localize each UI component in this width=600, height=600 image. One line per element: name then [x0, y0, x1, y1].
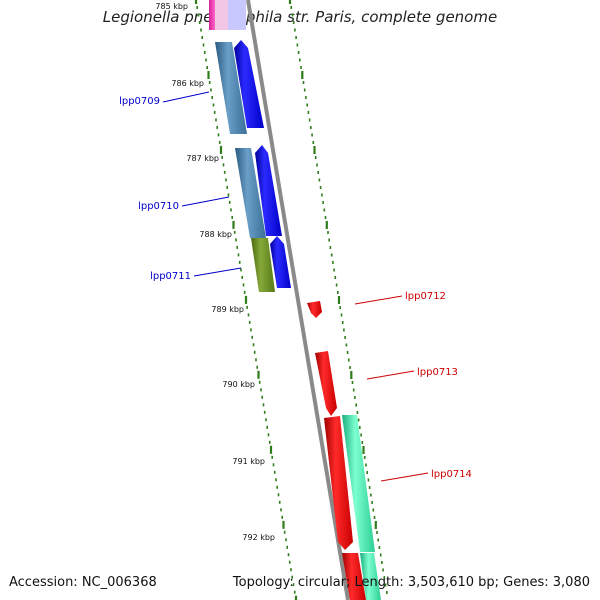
gene-lpp0710[interactable]: [255, 145, 282, 236]
gene-lpp0714[interactable]: [324, 416, 353, 550]
label-leader-lpp0709: [162, 91, 210, 103]
label-leader-lpp0710: [181, 196, 230, 207]
gene-bottom-red[interactable]: [342, 553, 366, 600]
gene-bottom-teal[interactable]: [360, 553, 381, 600]
gene-lpp0713[interactable]: [315, 351, 337, 416]
gene-label-lpp0714[interactable]: lpp0714: [431, 469, 472, 480]
tick-label: 788 kbp: [199, 230, 232, 239]
gene-lpp0710-cog[interactable]: [235, 148, 266, 238]
tick-label: 790 kbp: [222, 380, 255, 389]
map-title: Legionella pneumophila str. Paris, compl…: [102, 8, 498, 26]
tick-label: 789 kbp: [211, 305, 244, 314]
tick-label: 786 kbp: [171, 79, 204, 88]
tick-label: 787 kbp: [186, 154, 219, 163]
tick-label: 791 kbp: [232, 457, 265, 466]
gene-lpp0712[interactable]: [307, 301, 322, 318]
gene-lpp0711[interactable]: [270, 236, 291, 288]
label-leader-lpp0714: [380, 472, 429, 482]
tick-label: 785 kbp: [155, 2, 188, 11]
gene-lpp0711-cog[interactable]: [251, 238, 275, 292]
gene-lpp0714-cog[interactable]: [342, 415, 375, 552]
gene-top-pink[interactable]: [209, 0, 215, 30]
gene-label-lpp0711[interactable]: lpp0711: [150, 271, 191, 282]
label-leader-lpp0713: [366, 370, 415, 380]
gene-label-lpp0713[interactable]: lpp0713: [417, 367, 458, 378]
accession-text: Accession: NC_006368: [9, 575, 157, 590]
gene-label-lpp0712[interactable]: lpp0712: [405, 291, 446, 302]
inner-tick-track: [194, 0, 298, 600]
gene-label-lpp0709[interactable]: lpp0709: [119, 96, 160, 107]
gene-label-lpp0710[interactable]: lpp0710: [138, 201, 179, 212]
genome-backbone: [246, 0, 350, 600]
label-leader-lpp0712: [354, 295, 403, 305]
outer-tick-track: [288, 0, 388, 594]
label-leader-lpp0711: [193, 267, 242, 277]
gene-lpp0709[interactable]: [234, 40, 264, 128]
genome-summary-text: Topology: circular; Length: 3,503,610 bp…: [232, 575, 590, 590]
tick-label: 792 kbp: [242, 533, 275, 542]
gene-lpp0709-cog[interactable]: [215, 42, 247, 134]
gene-top-lavender[interactable]: [228, 0, 246, 30]
